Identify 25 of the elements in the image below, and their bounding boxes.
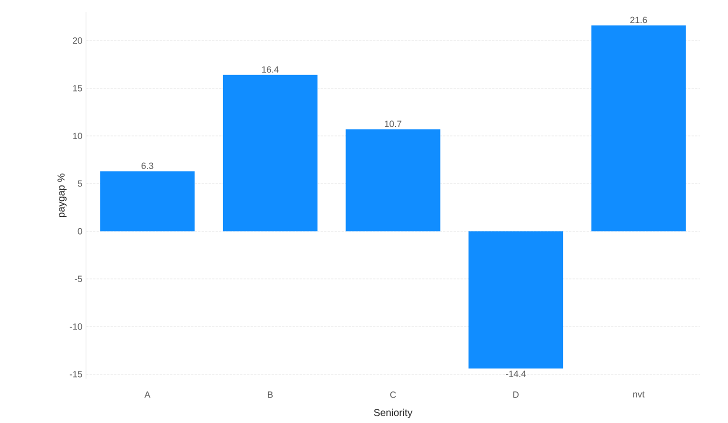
data-label: 21.6 bbox=[630, 16, 647, 24]
x-tick-label: C bbox=[390, 392, 396, 398]
x-tick-label: nvt bbox=[633, 392, 645, 398]
data-label: 10.7 bbox=[384, 120, 402, 128]
y-tick-label: -5 bbox=[74, 276, 82, 282]
x-tick-label: B bbox=[268, 392, 273, 398]
bar bbox=[222, 74, 318, 232]
y-tick-label: 20 bbox=[72, 37, 82, 44]
y-tick-label: 10 bbox=[73, 132, 82, 140]
bar bbox=[591, 25, 686, 232]
y-tick-label: 0 bbox=[78, 228, 82, 234]
bar bbox=[468, 231, 564, 369]
data-label: -14.4 bbox=[506, 370, 526, 377]
x-tick-label: A bbox=[144, 392, 150, 398]
x-tick-label: D bbox=[513, 392, 519, 398]
y-tick-label: -15 bbox=[70, 371, 82, 378]
y-tick-label: 5 bbox=[78, 180, 82, 187]
data-label: 6.3 bbox=[142, 162, 154, 169]
y-tick-label: -10 bbox=[70, 323, 82, 330]
y-tick-label: 15 bbox=[73, 85, 82, 92]
bar bbox=[346, 129, 440, 232]
x-axis-title: Seniority bbox=[374, 408, 412, 418]
bar bbox=[100, 171, 195, 232]
data-label: 16.4 bbox=[262, 66, 279, 73]
y-axis-title: paygap % bbox=[58, 174, 67, 218]
